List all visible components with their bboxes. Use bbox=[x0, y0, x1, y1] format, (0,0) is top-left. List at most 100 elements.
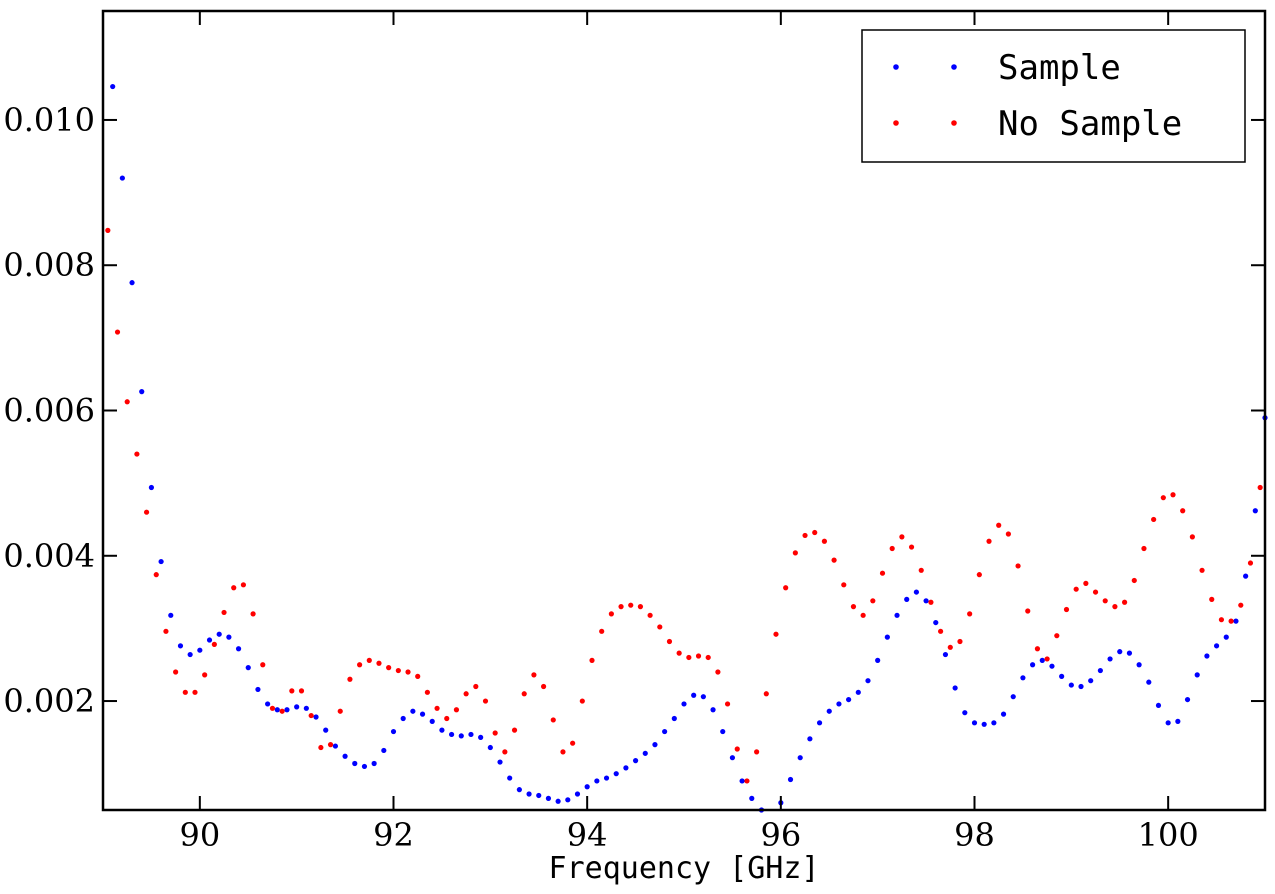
data-point bbox=[347, 676, 353, 682]
data-point bbox=[439, 727, 445, 733]
data-point bbox=[376, 660, 382, 666]
data-point bbox=[395, 667, 401, 674]
data-point bbox=[870, 598, 876, 604]
x-tick-label: 92 bbox=[373, 816, 414, 854]
data-point bbox=[298, 688, 305, 694]
data-point bbox=[1155, 702, 1162, 709]
data-point bbox=[444, 715, 450, 722]
y-tick-label: 0.004 bbox=[3, 537, 95, 575]
data-point bbox=[618, 604, 624, 610]
data-point bbox=[419, 711, 426, 717]
data-point bbox=[371, 760, 377, 767]
data-point bbox=[962, 710, 968, 716]
data-point bbox=[879, 570, 886, 576]
x-tick-label: 94 bbox=[567, 816, 608, 854]
data-point bbox=[158, 558, 164, 565]
data-point bbox=[110, 83, 116, 90]
data-point bbox=[284, 707, 290, 713]
data-point bbox=[710, 707, 716, 713]
data-point bbox=[1223, 634, 1229, 640]
data-point bbox=[1243, 573, 1249, 579]
data-point bbox=[734, 746, 740, 752]
data-point bbox=[1117, 649, 1123, 655]
data-point bbox=[1025, 608, 1031, 614]
data-point bbox=[405, 669, 411, 675]
x-tick-label: 96 bbox=[760, 816, 801, 854]
data-point bbox=[1204, 653, 1210, 659]
data-point bbox=[216, 631, 222, 637]
data-point bbox=[957, 638, 963, 645]
data-point bbox=[187, 651, 193, 658]
data-point bbox=[294, 704, 300, 710]
data-point bbox=[434, 705, 440, 711]
data-point bbox=[933, 619, 939, 626]
data-point bbox=[1054, 633, 1060, 639]
data-point bbox=[599, 628, 605, 634]
data-point bbox=[899, 534, 905, 540]
data-point bbox=[865, 678, 871, 684]
data-point bbox=[884, 634, 890, 640]
data-point bbox=[1180, 508, 1186, 514]
data-points bbox=[105, 83, 1268, 813]
data-point bbox=[913, 589, 920, 595]
data-point bbox=[555, 798, 561, 804]
data-point bbox=[119, 175, 125, 181]
data-point bbox=[918, 567, 924, 573]
data-point bbox=[594, 778, 600, 784]
data-point bbox=[894, 612, 900, 618]
data-point bbox=[289, 688, 295, 694]
data-point bbox=[676, 650, 682, 656]
data-point bbox=[274, 707, 280, 713]
data-point bbox=[526, 791, 532, 797]
data-point bbox=[1160, 495, 1166, 501]
data-point bbox=[323, 727, 329, 733]
data-point bbox=[613, 771, 619, 777]
data-point bbox=[700, 694, 706, 700]
data-point bbox=[1218, 617, 1225, 623]
data-point bbox=[1184, 696, 1191, 703]
data-point bbox=[720, 728, 726, 735]
data-point bbox=[986, 538, 992, 544]
data-point bbox=[763, 691, 769, 697]
data-point bbox=[603, 775, 610, 781]
y-tick-labels: 0.002 0.004 0.006 0.008 0.010 bbox=[3, 101, 95, 720]
data-point bbox=[415, 673, 421, 679]
data-point bbox=[1175, 718, 1181, 724]
data-point bbox=[410, 708, 416, 714]
data-point bbox=[1088, 678, 1094, 684]
data-point bbox=[260, 662, 266, 668]
data-point bbox=[1131, 577, 1137, 584]
data-point bbox=[1107, 656, 1113, 662]
data-point bbox=[744, 778, 750, 784]
data-point bbox=[686, 654, 692, 661]
data-point bbox=[923, 598, 929, 604]
data-point bbox=[991, 720, 997, 726]
data-point bbox=[332, 743, 338, 749]
x-tick-label: 100 bbox=[1138, 816, 1199, 854]
data-point bbox=[797, 755, 803, 761]
data-point bbox=[574, 791, 581, 797]
data-point bbox=[211, 641, 217, 647]
data-point bbox=[458, 733, 464, 739]
data-point bbox=[967, 611, 973, 617]
data-point bbox=[303, 705, 309, 711]
data-point bbox=[1059, 673, 1065, 679]
data-point bbox=[357, 662, 363, 668]
data-point bbox=[308, 712, 314, 719]
legend-marker bbox=[951, 120, 957, 126]
data-point bbox=[662, 728, 668, 735]
data-point bbox=[366, 657, 372, 663]
data-point bbox=[453, 707, 460, 713]
data-point bbox=[812, 529, 818, 536]
data-point bbox=[816, 720, 823, 726]
legend: Sample No Sample bbox=[861, 29, 1246, 163]
data-point bbox=[1068, 682, 1074, 688]
legend-marker bbox=[893, 120, 899, 126]
data-point bbox=[773, 631, 779, 637]
data-point bbox=[1257, 484, 1263, 491]
data-point bbox=[1112, 604, 1118, 610]
data-point bbox=[1252, 508, 1258, 514]
data-point bbox=[1030, 662, 1036, 668]
data-point bbox=[540, 683, 547, 690]
data-point bbox=[386, 665, 392, 671]
